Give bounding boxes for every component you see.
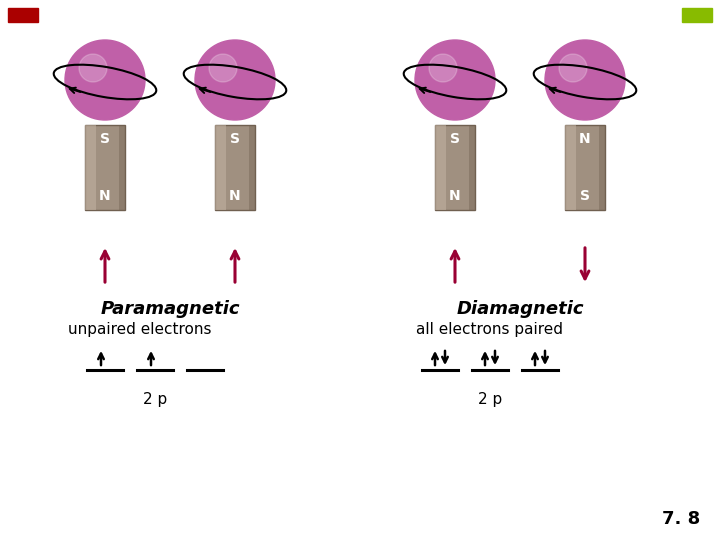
Text: N: N bbox=[579, 132, 591, 146]
Text: all electrons paired: all electrons paired bbox=[416, 322, 564, 337]
Circle shape bbox=[209, 54, 237, 82]
Bar bbox=[599, 125, 605, 210]
Circle shape bbox=[65, 40, 145, 120]
Bar bbox=[85, 125, 96, 210]
Text: N: N bbox=[99, 189, 111, 203]
Circle shape bbox=[415, 40, 495, 120]
Bar bbox=[435, 125, 446, 210]
Bar bbox=[8, 8, 38, 22]
Circle shape bbox=[429, 54, 457, 82]
Text: 7. 8: 7. 8 bbox=[662, 510, 700, 528]
Text: S: S bbox=[580, 189, 590, 203]
Bar bbox=[215, 125, 255, 210]
Circle shape bbox=[545, 40, 625, 120]
Text: unpaired electrons: unpaired electrons bbox=[68, 322, 212, 337]
Circle shape bbox=[559, 54, 587, 82]
Bar bbox=[682, 8, 712, 22]
Text: N: N bbox=[449, 189, 461, 203]
Text: S: S bbox=[230, 132, 240, 146]
Text: Paramagnetic: Paramagnetic bbox=[100, 300, 240, 318]
Text: 2 p: 2 p bbox=[478, 392, 502, 407]
Bar bbox=[119, 125, 125, 210]
Circle shape bbox=[195, 40, 275, 120]
Bar bbox=[565, 125, 576, 210]
Text: S: S bbox=[450, 132, 460, 146]
Bar bbox=[565, 125, 605, 210]
Text: N: N bbox=[229, 189, 240, 203]
Circle shape bbox=[79, 54, 107, 82]
Text: 2 p: 2 p bbox=[143, 392, 167, 407]
Bar bbox=[435, 125, 475, 210]
Bar bbox=[215, 125, 226, 210]
Text: Diamagnetic: Diamagnetic bbox=[456, 300, 584, 318]
Bar bbox=[249, 125, 255, 210]
Text: S: S bbox=[100, 132, 110, 146]
Bar bbox=[85, 125, 125, 210]
Bar bbox=[469, 125, 475, 210]
